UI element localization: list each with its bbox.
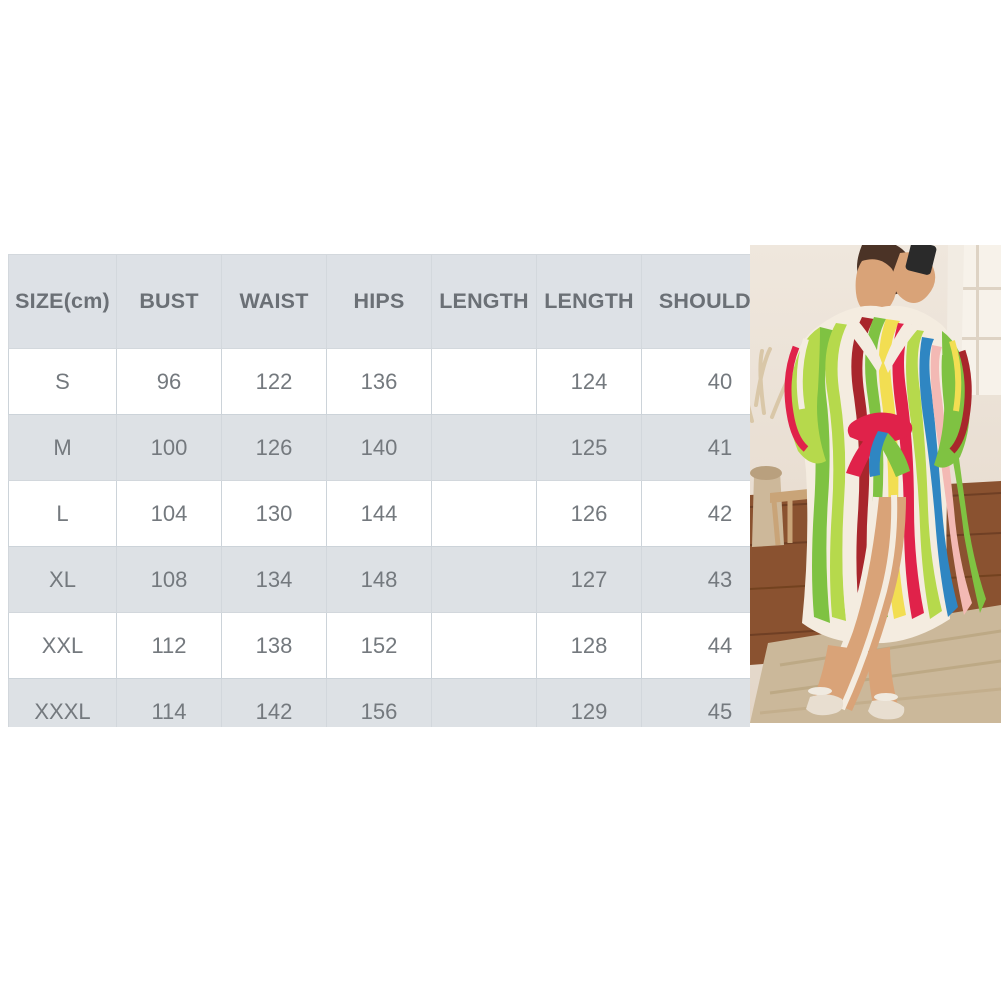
cell-length-1 (431, 612, 537, 679)
cell-length-1 (431, 414, 537, 481)
cell-shoulder: 42 (641, 480, 750, 547)
cell-shoulder: 40 (641, 348, 750, 415)
column-header-size: SIZE(cm) (8, 254, 117, 349)
size-chart-table: SIZE(cm) BUST WAIST HIPS LENGTH LENGTH S… (8, 254, 750, 727)
cell-hips: 136 (326, 348, 432, 415)
column-header-bust: BUST (116, 254, 222, 349)
product-photo-illustration (750, 245, 1001, 723)
cell-shoulder: 45 (641, 678, 750, 727)
table-row: XXXL 114 142 156 129 45 (8, 678, 750, 727)
table-row: M 100 126 140 125 41 (8, 414, 750, 481)
cell-hips: 156 (326, 678, 432, 727)
cell-bust: 108 (116, 546, 222, 613)
cell-waist: 126 (221, 414, 327, 481)
cell-shoulder: 41 (641, 414, 750, 481)
cell-bust: 114 (116, 678, 222, 727)
cell-length-1 (431, 480, 537, 547)
cell-length-2: 128 (536, 612, 642, 679)
cell-hips: 144 (326, 480, 432, 547)
cell-size: S (8, 348, 117, 415)
cell-length-1 (431, 678, 537, 727)
cell-hips: 152 (326, 612, 432, 679)
cell-waist: 122 (221, 348, 327, 415)
column-header-length-2: LENGTH (536, 254, 642, 349)
column-header-shoulder: SHOULDER (641, 254, 750, 349)
cell-length-2: 124 (536, 348, 642, 415)
cell-hips: 140 (326, 414, 432, 481)
cell-length-2: 126 (536, 480, 642, 547)
cell-length-1 (431, 546, 537, 613)
column-header-hips: HIPS (326, 254, 432, 349)
cell-length-1 (431, 348, 537, 415)
cell-shoulder: 43 (641, 546, 750, 613)
table-header-row: SIZE(cm) BUST WAIST HIPS LENGTH LENGTH S… (8, 254, 750, 349)
table-row: XXL 112 138 152 128 44 (8, 612, 750, 679)
cell-waist: 142 (221, 678, 327, 727)
cell-shoulder: 44 (641, 612, 750, 679)
table-row: S 96 122 136 124 40 (8, 348, 750, 415)
size-chart-container: SIZE(cm) BUST WAIST HIPS LENGTH LENGTH S… (8, 254, 750, 727)
cell-waist: 138 (221, 612, 327, 679)
cell-bust: 100 (116, 414, 222, 481)
cell-bust: 96 (116, 348, 222, 415)
table-row: L 104 130 144 126 42 (8, 480, 750, 547)
cell-size: M (8, 414, 117, 481)
cell-size: XXL (8, 612, 117, 679)
cell-waist: 134 (221, 546, 327, 613)
cell-waist: 130 (221, 480, 327, 547)
product-photo (750, 245, 1001, 723)
cell-bust: 104 (116, 480, 222, 547)
cell-size: L (8, 480, 117, 547)
cell-size: XXXL (8, 678, 117, 727)
cell-size: XL (8, 546, 117, 613)
cell-length-2: 127 (536, 546, 642, 613)
cell-bust: 112 (116, 612, 222, 679)
cell-hips: 148 (326, 546, 432, 613)
table-row: XL 108 134 148 127 43 (8, 546, 750, 613)
cell-length-2: 129 (536, 678, 642, 727)
column-header-length-1: LENGTH (431, 254, 537, 349)
cell-length-2: 125 (536, 414, 642, 481)
column-header-waist: WAIST (221, 254, 327, 349)
